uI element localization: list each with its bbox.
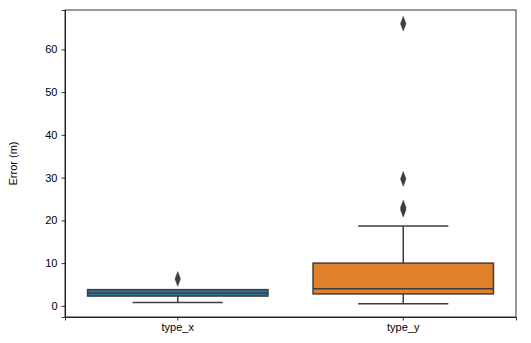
y-tick: 60 — [45, 43, 65, 55]
x-tick: type_y — [387, 317, 420, 333]
whisker-low — [177, 296, 179, 302]
y-axis-line — [62, 11, 66, 318]
y-tick-label: 30 — [45, 172, 57, 184]
y-tick-mark — [62, 49, 66, 50]
y-tick: 0 — [51, 300, 65, 312]
box-group — [88, 272, 268, 303]
y-tick-mark — [62, 263, 66, 264]
plot: 0 10 20 30 40 50 60 type_x type_y — [45, 10, 516, 333]
y-tick-mark — [62, 178, 66, 179]
box — [88, 290, 268, 296]
boxes — [88, 16, 494, 303]
cap-low — [133, 302, 223, 304]
y-tick-mark — [62, 92, 66, 93]
outlier — [401, 172, 406, 187]
cap-low — [358, 303, 448, 305]
x-tick-label: type_x — [162, 321, 195, 333]
cap-high — [358, 225, 448, 227]
x-axis: type_x type_y — [66, 317, 517, 333]
outlier — [175, 272, 180, 287]
y-tick-mark — [62, 135, 66, 136]
whisker-high — [403, 226, 405, 263]
y-tick-mark — [62, 306, 66, 307]
median — [313, 288, 493, 290]
y-tick: 50 — [45, 86, 65, 98]
y-tick-label: 60 — [45, 43, 57, 55]
y-tick: 20 — [45, 214, 65, 226]
y-tick-mark — [62, 220, 66, 221]
y-tick-label: 50 — [45, 86, 57, 98]
y-tick: 30 — [45, 172, 65, 184]
y-axis: 0 10 20 30 40 50 60 — [45, 11, 65, 318]
outlier — [401, 200, 406, 215]
x-tick-mark — [177, 317, 178, 321]
box — [313, 263, 493, 294]
y-tick-label: 10 — [45, 257, 57, 269]
median — [88, 292, 268, 294]
frame — [65, 10, 516, 317]
outlier — [401, 16, 406, 31]
x-tick: type_x — [162, 317, 195, 333]
x-axis-line — [66, 318, 517, 321]
y-tick-label: 0 — [51, 300, 57, 312]
y-tick: 10 — [45, 257, 65, 269]
whisker-low — [403, 294, 405, 304]
y-tick-label: 40 — [45, 129, 57, 141]
x-tick-label: type_y — [387, 321, 420, 333]
y-axis-title: Error (m) — [7, 142, 19, 186]
box-group — [313, 16, 493, 303]
y-tick-label: 20 — [45, 214, 57, 226]
x-tick-mark — [403, 317, 404, 321]
y-tick: 40 — [45, 129, 65, 141]
chart: 0 10 20 30 40 50 60 type_x type_y Error (m) — [0, 0, 531, 343]
